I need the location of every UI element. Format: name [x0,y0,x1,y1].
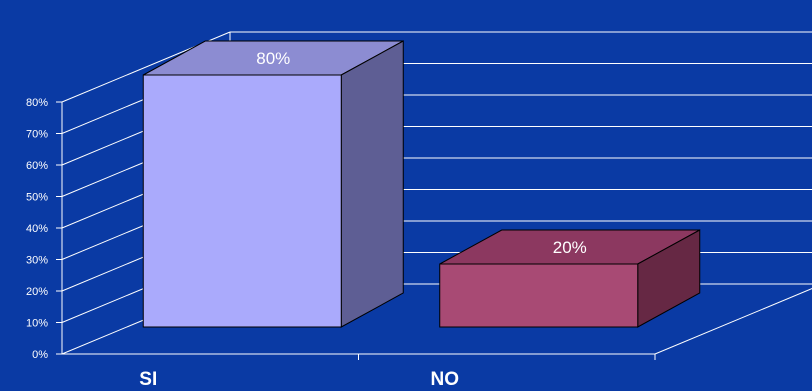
category-label-si: SI [139,369,157,390]
y-tick-label: 30% [26,255,48,267]
y-tick-label: 70% [26,129,48,141]
bar-no [440,264,638,327]
y-tick-label: 50% [26,192,48,204]
y-tick-label: 20% [26,286,48,298]
y-tick-label: 0% [32,349,48,361]
y-tick-label: 40% [26,223,48,235]
data-label-si: 80% [256,49,290,68]
bar-side-si [341,41,403,327]
data-label-no: 20% [553,238,587,257]
y-tick-label: 10% [26,318,48,330]
category-label-no: NO [431,369,460,390]
y-tick-label: 60% [26,160,48,172]
bar-si [143,75,341,327]
y-tick-label: 80% [26,97,48,109]
